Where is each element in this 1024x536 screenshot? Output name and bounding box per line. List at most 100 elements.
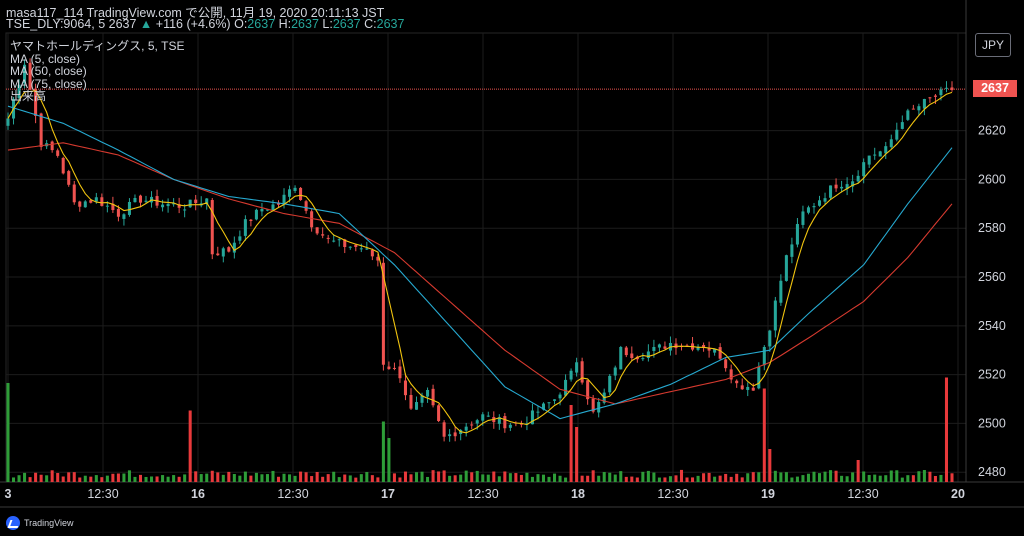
candle-body (541, 403, 546, 410)
candle-body (310, 211, 314, 228)
volume-bar (547, 476, 551, 482)
candle-body (536, 411, 540, 413)
volume-bar (205, 473, 209, 482)
currency-button[interactable]: JPY (975, 33, 1011, 57)
volume-bar (409, 474, 413, 482)
volume-bar (773, 470, 777, 482)
volume-bar (668, 476, 672, 482)
volume-bar (166, 476, 170, 482)
candle-body (321, 234, 325, 236)
candle-body (707, 348, 711, 351)
candle-body (564, 379, 568, 396)
volume-bar (144, 476, 148, 482)
volume-bar (348, 475, 352, 482)
candle-body (553, 399, 557, 401)
candle-body (122, 214, 126, 219)
candle-body (950, 87, 954, 90)
x-tick-label: 18 (571, 487, 585, 501)
candle-body (265, 209, 269, 211)
volume-bar (56, 473, 60, 482)
close-label: C: (364, 17, 377, 31)
volume-bar (707, 472, 711, 482)
volume-bar (884, 475, 888, 482)
volume-bar (133, 476, 137, 482)
candle-body (83, 201, 87, 208)
volume-bar (685, 477, 689, 482)
candle-body (381, 262, 385, 365)
volume-bar (94, 475, 98, 482)
candle-body (403, 380, 407, 396)
candle-body (884, 146, 888, 154)
volume-bar (829, 470, 833, 482)
candle-body (116, 208, 120, 217)
candle-body (762, 346, 766, 366)
volume-bar (89, 476, 93, 482)
volume-bar (635, 477, 639, 482)
volume-bar (420, 471, 424, 482)
candle-body (724, 359, 728, 369)
candle-body (89, 200, 93, 203)
volume-bar (713, 476, 717, 482)
candle-body (414, 402, 419, 410)
legend-ma5[interactable]: MA (5, close) (10, 51, 81, 66)
candle-body (773, 300, 777, 331)
legend-volume[interactable]: 出来高 (10, 89, 47, 103)
candle-body (221, 248, 225, 257)
legend-ma50[interactable]: MA (50, close) (10, 64, 87, 78)
candle-body (829, 185, 833, 198)
legend-title[interactable]: ヤマトホールディングス, 5, TSE (10, 39, 185, 53)
candle-body (260, 208, 264, 212)
candle-body (144, 200, 148, 202)
volume-bar (12, 477, 16, 482)
volume-bar (161, 475, 165, 482)
volume-bar (194, 471, 198, 482)
volume-bar (751, 472, 755, 482)
candle-body (646, 351, 650, 359)
volume-bar (61, 476, 65, 482)
volume-bar (199, 474, 203, 482)
volume-bar (536, 474, 540, 482)
volume-bar (28, 477, 32, 482)
volume-bar (227, 471, 231, 482)
candle-body (464, 426, 468, 431)
volume-bar (840, 475, 844, 482)
candle-body (138, 195, 143, 203)
volume-bar (564, 477, 568, 482)
candle-body (161, 204, 165, 208)
candle-body (100, 197, 104, 206)
candle-body (597, 401, 601, 413)
volume-bar (337, 477, 341, 482)
candle-body (862, 162, 866, 177)
candle-body (867, 155, 871, 165)
volume-bar (702, 473, 706, 482)
volume-bar (304, 472, 308, 482)
volume-bar (138, 474, 143, 482)
volume-bar (282, 473, 286, 482)
volume-bar (525, 472, 529, 482)
candle-body (282, 194, 286, 205)
candle-body (613, 367, 617, 376)
volume-bar (354, 477, 358, 482)
candle-body (304, 201, 308, 211)
volume-bar (851, 472, 855, 482)
y-tick-label: 2600 (978, 172, 1006, 186)
legend-ma75[interactable]: MA (75, close) (10, 76, 87, 91)
brand-label: TradingView (24, 518, 74, 528)
volume-bar (23, 472, 27, 482)
candle-body (486, 415, 490, 417)
volume-bar (100, 477, 104, 482)
candle-body (922, 98, 926, 109)
volume-bar (591, 470, 595, 482)
y-tick-label: 2580 (978, 221, 1006, 235)
candle-body (790, 244, 794, 257)
volume-bar (387, 438, 391, 482)
volume-bar (696, 475, 700, 482)
x-tick-label: 17 (381, 487, 395, 501)
candle-body (183, 209, 187, 211)
y-tick-label: 2620 (978, 124, 1006, 138)
volume-bar (939, 474, 943, 482)
volume-bar (553, 473, 557, 482)
volume-bar (34, 472, 38, 482)
candle-body (630, 353, 634, 358)
